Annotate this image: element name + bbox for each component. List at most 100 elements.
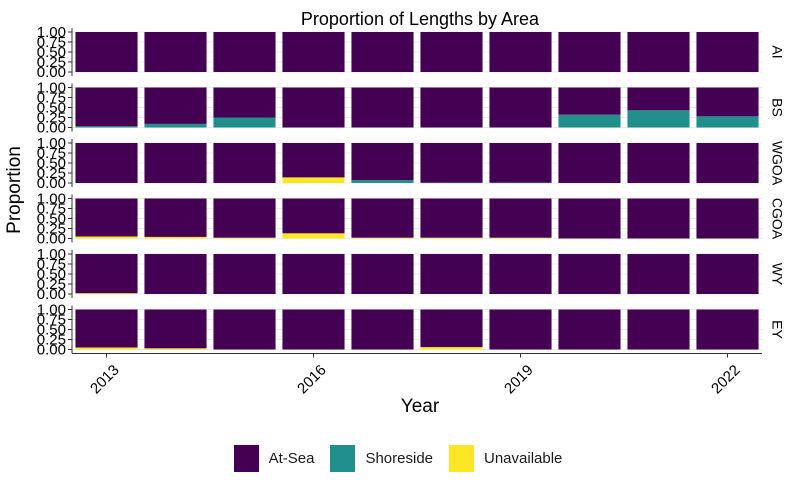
bar-cgoa-2020-at-sea xyxy=(558,198,621,239)
y-tick-label-wgoa-4: 1.00 xyxy=(37,135,66,152)
bar-ai-2021-at-sea xyxy=(627,32,690,72)
strip-label-wgoa: WGOA xyxy=(769,141,785,186)
legend-key-at-sea xyxy=(233,444,259,472)
bar-cgoa-2022-at-sea xyxy=(696,198,759,239)
y-tick-label-ey-1: 0.25 xyxy=(37,332,66,349)
bar-bs-2015-shoreside xyxy=(213,117,276,128)
y-tick-label-ai-2: 0.50 xyxy=(37,44,66,61)
bar-wgoa-2022-at-sea xyxy=(696,143,759,183)
bar-bs-2014-shoreside xyxy=(144,123,207,128)
bar-wy-2022-at-sea xyxy=(696,254,759,294)
bar-bs-2020-shoreside xyxy=(558,114,621,128)
y-tick-label-cgoa-3: 0.75 xyxy=(37,201,66,218)
y-tick-label-wgoa-0: 0.00 xyxy=(37,175,66,192)
bar-wy-2017-at-sea xyxy=(351,254,414,294)
bar-wgoa-2019-at-sea xyxy=(489,143,552,183)
y-tick-label-bs-0: 0.00 xyxy=(37,120,66,137)
bar-cgoa-2019-at-sea xyxy=(489,198,552,238)
bar-ey-2013-at-sea xyxy=(75,309,138,348)
y-tick-label-bs-1: 0.25 xyxy=(37,110,66,127)
y-tick-label-wy-3: 0.75 xyxy=(37,256,66,273)
bar-cgoa-2017-at-sea xyxy=(351,198,414,238)
y-tick-label-cgoa-2: 0.50 xyxy=(37,211,66,228)
y-tick-label-wy-1: 0.25 xyxy=(37,276,66,293)
bar-wy-2018-at-sea xyxy=(420,254,483,294)
bar-wy-2013-unavailable xyxy=(75,293,138,294)
bar-ey-2015-at-sea xyxy=(213,309,276,350)
bar-wgoa-2018-shoreside xyxy=(420,182,483,184)
y-tick-label-wy-0: 0.00 xyxy=(37,286,66,303)
y-tick-label-ai-4: 1.00 xyxy=(37,24,66,41)
bar-wgoa-2016-at-sea xyxy=(282,143,345,178)
bar-bs-2021-shoreside xyxy=(627,110,690,128)
bar-bs-2014-at-sea xyxy=(144,87,207,124)
bar-bs-2018-at-sea xyxy=(420,87,483,128)
bar-bs-2017-at-sea xyxy=(351,87,414,128)
strip-label-ey: EY xyxy=(769,320,785,339)
strip-label-wy: WY xyxy=(769,263,785,286)
bar-wgoa-2013-at-sea xyxy=(75,143,138,183)
y-tick-label-cgoa-4: 1.00 xyxy=(37,191,66,208)
strip-label-bs: BS xyxy=(769,98,785,117)
bar-ai-2022-at-sea xyxy=(696,32,759,72)
bar-wgoa-2020-at-sea xyxy=(558,143,621,183)
bar-ai-2015-at-sea xyxy=(213,32,276,72)
y-tick-label-cgoa-1: 0.25 xyxy=(37,221,66,238)
y-tick-label-ai-3: 0.75 xyxy=(37,34,66,51)
bar-ey-2016-at-sea xyxy=(282,309,345,350)
bar-cgoa-2018-unavailable xyxy=(420,237,483,239)
bar-cgoa-2015-unavailable xyxy=(213,237,276,239)
bar-bs-2022-shoreside xyxy=(696,116,759,128)
y-tick-label-bs-3: 0.75 xyxy=(37,90,66,107)
bar-ai-2017-at-sea xyxy=(351,32,414,72)
bar-wgoa-2017-shoreside xyxy=(351,180,414,183)
legend-label-unavailable: Unavailable xyxy=(484,449,563,467)
bar-cgoa-2015-at-sea xyxy=(213,198,276,238)
bar-cgoa-2016-at-sea xyxy=(282,198,345,234)
bar-bs-2013-shoreside xyxy=(75,126,138,128)
bar-wgoa-2018-at-sea xyxy=(420,143,483,183)
bar-bs-2022-at-sea xyxy=(696,87,759,117)
legend-item-shoreside: Shoreside xyxy=(330,444,433,472)
bar-bs-2020-at-sea xyxy=(558,87,621,115)
y-tick-label-ey-2: 0.50 xyxy=(37,322,66,339)
x-tick-label-2022: 2022 xyxy=(708,362,744,398)
bar-wgoa-2014-at-sea xyxy=(144,143,207,183)
bar-wgoa-2015-at-sea xyxy=(213,143,276,183)
bar-cgoa-2021-at-sea xyxy=(627,198,690,239)
x-tick-label-2013: 2013 xyxy=(87,362,123,398)
legend: At-Sea Shoreside Unavailable xyxy=(0,440,796,476)
bar-wgoa-2016-unavailable xyxy=(282,177,345,183)
y-tick-label-bs-2: 0.50 xyxy=(37,100,66,117)
bar-wy-2013-at-sea xyxy=(75,254,138,294)
bar-ai-2014-at-sea xyxy=(144,32,207,72)
y-tick-label-wgoa-2: 0.50 xyxy=(37,155,66,172)
bar-wy-2015-at-sea xyxy=(213,254,276,294)
bar-cgoa-2014-unavailable xyxy=(144,236,207,239)
bar-ey-2018-unavailable xyxy=(420,347,483,350)
bar-ey-2020-at-sea xyxy=(558,309,621,350)
y-tick-label-bs-4: 1.00 xyxy=(37,80,66,97)
bar-wgoa-2019-shoreside xyxy=(489,182,552,184)
bar-bs-2013-at-sea xyxy=(75,87,138,127)
y-tick-label-ai-0: 0.00 xyxy=(37,64,66,81)
bar-ai-2018-at-sea xyxy=(420,32,483,72)
bar-ey-2021-at-sea xyxy=(627,309,690,350)
bar-bs-2019-at-sea xyxy=(489,87,552,128)
y-tick-label-wy-2: 0.50 xyxy=(37,266,66,283)
bar-ey-2022-at-sea xyxy=(696,309,759,350)
bar-wy-2014-at-sea xyxy=(144,254,207,294)
x-axis-label: Year xyxy=(401,396,440,417)
legend-label-at-sea: At-Sea xyxy=(268,449,315,467)
bar-bs-2016-at-sea xyxy=(282,87,345,128)
strip-label-cgoa: CGOA xyxy=(769,198,785,240)
x-tick-label-2016: 2016 xyxy=(294,362,330,398)
bar-cgoa-2014-at-sea xyxy=(144,198,207,237)
y-tick-label-wgoa-1: 0.25 xyxy=(37,165,66,182)
legend-item-unavailable: Unavailable xyxy=(449,444,563,472)
bar-wgoa-2017-at-sea xyxy=(351,143,414,181)
bar-wy-2019-at-sea xyxy=(489,254,552,294)
y-tick-label-ai-1: 0.25 xyxy=(37,54,66,71)
bar-ey-2019-at-sea xyxy=(489,309,552,350)
